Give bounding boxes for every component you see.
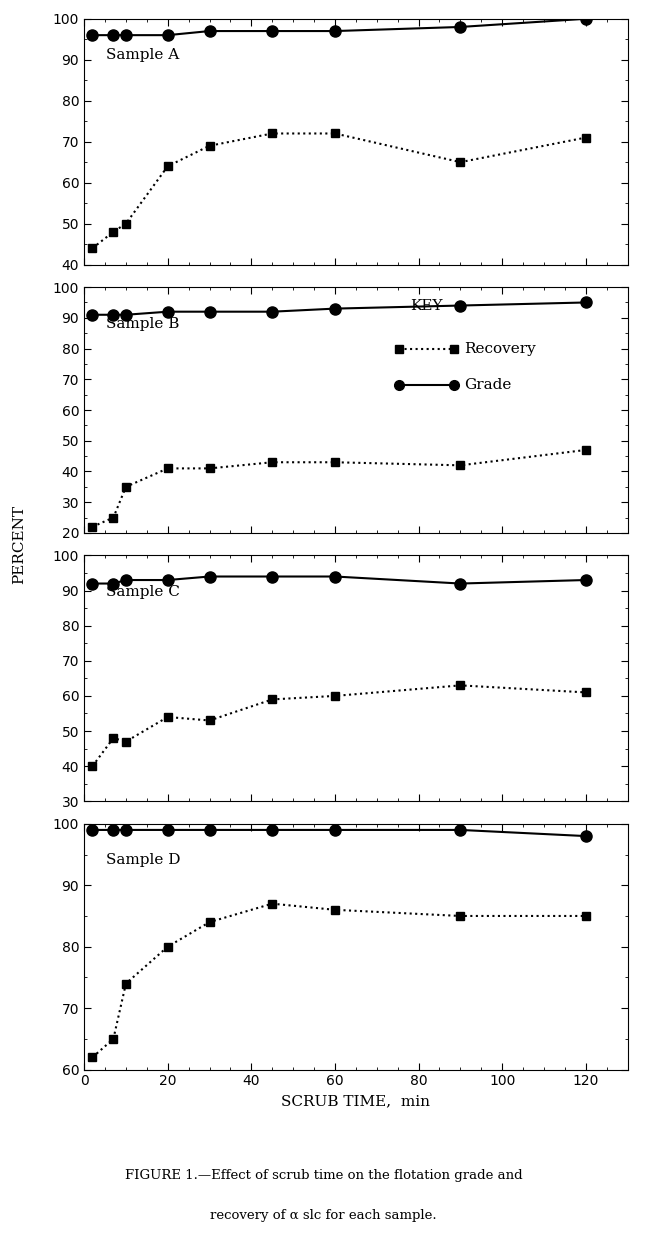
Text: Sample C: Sample C xyxy=(106,585,180,599)
X-axis label: SCRUB TIME,  min: SCRUB TIME, min xyxy=(281,1095,430,1108)
Text: FIGURE 1.—Effect of scrub time on the flotation grade and: FIGURE 1.—Effect of scrub time on the fl… xyxy=(125,1170,522,1182)
Text: PERCENT: PERCENT xyxy=(12,504,27,584)
Text: Sample D: Sample D xyxy=(106,853,181,867)
Text: recovery of α slc for each sample.: recovery of α slc for each sample. xyxy=(210,1210,437,1222)
Text: Grade: Grade xyxy=(465,379,512,393)
Text: KEY: KEY xyxy=(410,299,443,314)
Text: Sample B: Sample B xyxy=(106,317,179,330)
Text: Recovery: Recovery xyxy=(465,342,536,355)
Text: Sample A: Sample A xyxy=(106,49,179,63)
